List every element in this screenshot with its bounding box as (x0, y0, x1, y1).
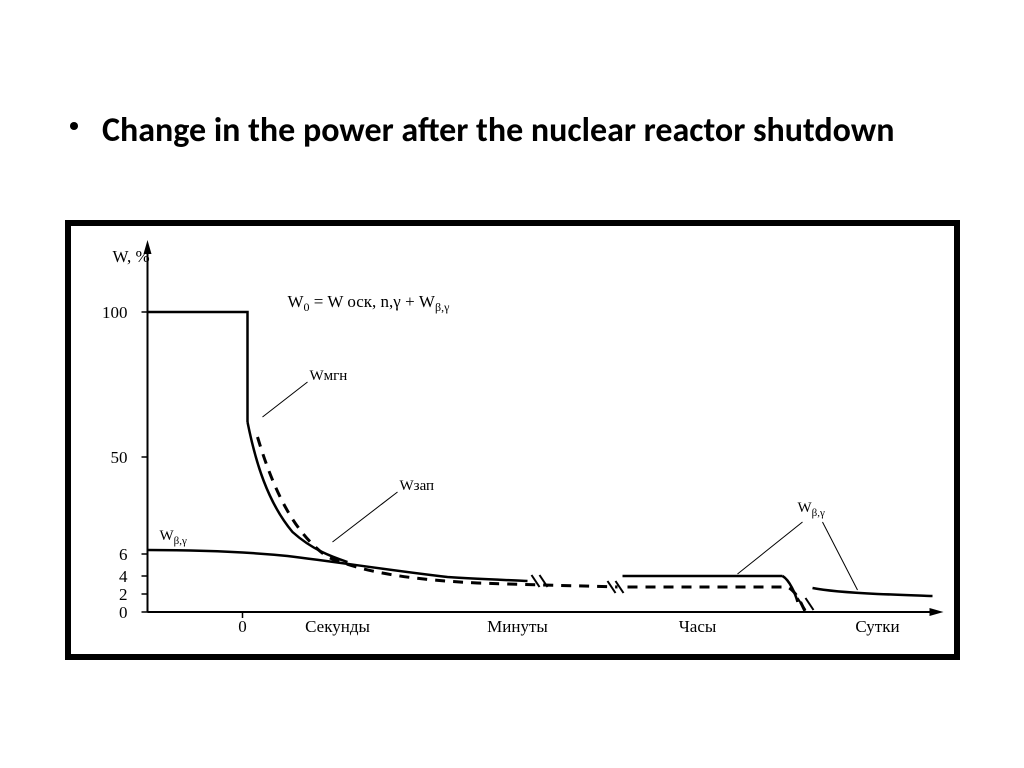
label-wbeta-left: Wβ,γ (160, 528, 188, 547)
ytick-2: 2 (119, 585, 128, 604)
curve-decay-heat-left (148, 550, 528, 581)
chart-container: 0 2 4 6 50 100 W, % 0 Секунды Минуты Час… (65, 220, 960, 660)
leader-wzap (333, 492, 398, 542)
x-axis-arrow-icon (930, 608, 944, 616)
leader-wmgn (263, 382, 308, 417)
curve-power-decay-solid (248, 422, 348, 562)
ytick-100: 100 (102, 303, 128, 322)
curve-power-decay-dash (258, 437, 618, 587)
bullet-dot-icon (70, 122, 78, 130)
slide-bullet: Change in the power after the nuclear re… (70, 110, 950, 153)
label-wbeta-right: Wβ,γ (798, 500, 826, 519)
curve-decay-heat-dash (628, 587, 806, 612)
power-decay-chart: 0 2 4 6 50 100 W, % 0 Секунды Минуты Час… (77, 232, 948, 648)
ytick-6: 6 (119, 545, 128, 564)
curve-decay-heat-days (813, 588, 933, 596)
ytick-0: 0 (119, 603, 128, 622)
xlabel-hours: Часы (679, 617, 717, 636)
xlabel-minutes: Минуты (487, 617, 548, 636)
xlabel-days: Сутки (855, 617, 899, 636)
ytick-4: 4 (119, 567, 128, 586)
curve-power-initial (148, 312, 248, 422)
label-wzap: Wзап (400, 478, 435, 494)
leader-wbeta-1 (738, 522, 803, 574)
label-wmgn: Wмгн (310, 368, 348, 384)
bullet-title: Change in the power after the nuclear re… (102, 110, 950, 153)
axis-break-icon (532, 575, 814, 610)
xlabel-seconds: Секунды (305, 617, 370, 636)
formula-label: W0 = W оск, n,γ + Wβ,γ (288, 292, 451, 314)
xtick-0: 0 (238, 617, 247, 636)
leader-wbeta-2 (823, 522, 858, 590)
y-axis-label: W, % (113, 247, 150, 266)
ytick-50: 50 (111, 448, 128, 467)
